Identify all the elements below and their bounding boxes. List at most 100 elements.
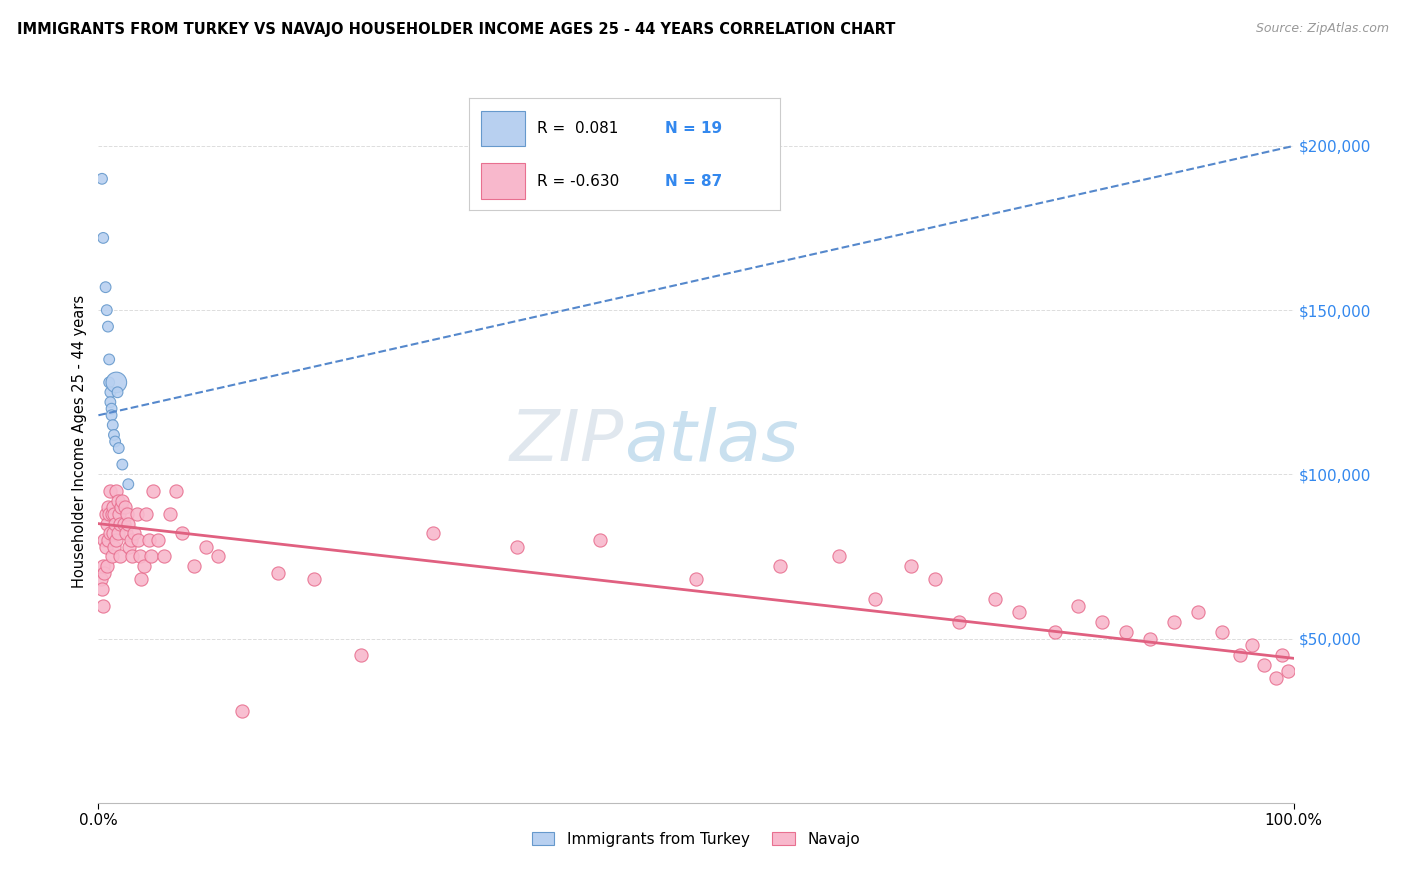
Point [100, 549, 122, 564]
Point [110, 500, 132, 515]
Point [98, 526, 122, 541]
Point [1229, 648, 1251, 662]
Point [117, 516, 139, 531]
Point [1115, 625, 1137, 640]
Point [506, 540, 529, 554]
Point [135, 507, 157, 521]
Point [231, 704, 253, 718]
Text: ZIP: ZIP [510, 407, 624, 476]
Point [118, 540, 141, 554]
Point [984, 592, 1007, 607]
Point [121, 549, 143, 564]
Point [104, 434, 127, 449]
Point [129, 549, 152, 564]
Point [302, 573, 325, 587]
Point [108, 549, 131, 564]
Text: IMMIGRANTS FROM TURKEY VS NAVAJO HOUSEHOLDER INCOME AGES 25 - 44 YEARS CORRELATI: IMMIGRANTS FROM TURKEY VS NAVAJO HOUSEHO… [17, 22, 896, 37]
Point [94, 507, 117, 521]
Text: atlas: atlas [624, 407, 799, 476]
Point [685, 573, 707, 587]
Point [100, 507, 122, 521]
Point [93, 566, 115, 580]
Point [91, 171, 114, 186]
Point [108, 516, 131, 531]
Point [138, 533, 160, 547]
Point [94, 540, 117, 554]
Point [1067, 599, 1090, 613]
Point [107, 385, 129, 400]
Point [924, 573, 946, 587]
Point [172, 526, 194, 541]
Point [148, 533, 170, 547]
Point [1163, 615, 1185, 630]
Point [195, 540, 218, 554]
Point [111, 493, 134, 508]
Point [1277, 665, 1299, 679]
Point [96, 516, 118, 531]
Point [207, 549, 229, 564]
Point [91, 599, 114, 613]
Point [101, 526, 124, 541]
Point [91, 559, 114, 574]
Point [104, 516, 127, 531]
Point [120, 533, 142, 547]
Point [142, 483, 165, 498]
Point [90, 573, 112, 587]
Point [107, 507, 129, 521]
Point [183, 559, 205, 574]
Point [114, 500, 136, 515]
Point [828, 549, 851, 564]
Point [117, 477, 139, 491]
Text: Source: ZipAtlas.com: Source: ZipAtlas.com [1256, 22, 1389, 36]
Point [96, 559, 118, 574]
Point [1264, 671, 1286, 685]
Point [105, 376, 128, 390]
Point [112, 516, 135, 531]
Point [422, 526, 444, 541]
Point [100, 409, 122, 423]
Point [91, 231, 114, 245]
Point [96, 303, 118, 318]
Point [1253, 657, 1275, 672]
Point [98, 385, 122, 400]
Legend: Immigrants from Turkey, Navajo: Immigrants from Turkey, Navajo [526, 826, 866, 853]
Point [900, 559, 922, 574]
Point [97, 500, 120, 515]
Point [125, 507, 148, 521]
Point [124, 526, 146, 541]
Point [107, 493, 129, 508]
Point [93, 533, 115, 547]
Point [115, 507, 138, 521]
Point [107, 441, 129, 455]
Point [865, 592, 887, 607]
Y-axis label: Householder Income Ages 25 - 44 years: Householder Income Ages 25 - 44 years [72, 295, 87, 588]
Point [115, 526, 138, 541]
Point [91, 582, 114, 597]
Point [97, 319, 120, 334]
Point [131, 573, 153, 587]
Point [101, 500, 124, 515]
Point [105, 533, 128, 547]
Point [1187, 605, 1209, 619]
Point [1271, 648, 1294, 662]
Point [1008, 605, 1031, 619]
Point [98, 352, 121, 367]
Point [768, 559, 790, 574]
Point [1211, 625, 1233, 640]
Point [139, 549, 162, 564]
Point [98, 376, 121, 390]
Point [103, 507, 125, 521]
Point [1091, 615, 1114, 630]
Point [165, 483, 187, 498]
Point [103, 428, 125, 442]
Point [105, 483, 128, 498]
Point [589, 533, 612, 547]
Point [1240, 638, 1263, 652]
Point [98, 507, 121, 521]
Point [101, 418, 124, 433]
Point [159, 507, 181, 521]
Point [350, 648, 373, 662]
Point [127, 533, 149, 547]
Point [100, 401, 122, 416]
Point [267, 566, 290, 580]
